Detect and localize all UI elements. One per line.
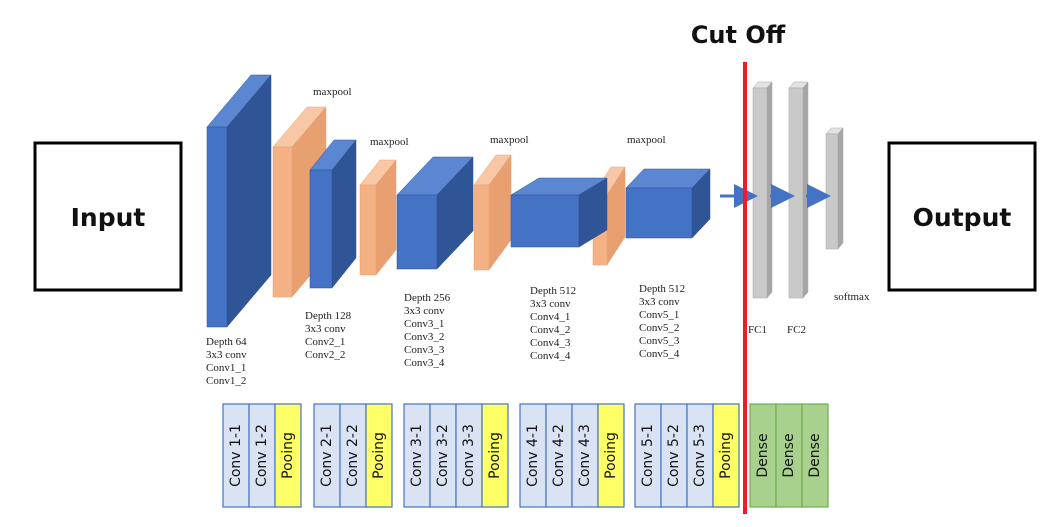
legend-conv-cell: Conv 2-2 xyxy=(339,403,367,508)
svg-text:Pooing: Pooing xyxy=(280,432,296,479)
layer-legend: Conv 1-1 Conv 1-2 Pooing Conv 2-1 Conv 2-2 Po… xyxy=(222,403,829,508)
maxpool-label: maxpool xyxy=(490,134,529,146)
svg-text:Conv 4-2: Conv 4-2 xyxy=(551,424,567,487)
output-label: Output xyxy=(913,203,1012,232)
output-box: Output xyxy=(887,141,1037,292)
legend-conv-cell: Conv 4-2 xyxy=(545,403,573,508)
legend-pool-cell: Pooing xyxy=(365,403,393,508)
svg-text:Conv 3-2: Conv 3-2 xyxy=(435,424,451,487)
legend-conv-cell: Conv 1-2 xyxy=(248,403,276,508)
svg-text:Conv 3-3: Conv 3-3 xyxy=(461,424,477,487)
legend-conv-cell: Conv 3-3 xyxy=(455,403,483,508)
svg-text:Conv 2-2: Conv 2-2 xyxy=(345,424,361,487)
legend-conv-cell: Conv 2-1 xyxy=(313,403,341,508)
svg-text:Conv 1-2: Conv 1-2 xyxy=(254,424,270,487)
legend-dense-cell: Dense xyxy=(801,403,829,508)
legend-conv-cell: Conv 5-1 xyxy=(634,403,662,508)
svg-text:Dense: Dense xyxy=(807,433,823,477)
svg-text:Dense: Dense xyxy=(781,433,797,477)
legend-conv-cell: Conv 3-2 xyxy=(429,403,457,508)
legend-conv-cell: Conv 4-3 xyxy=(571,403,599,508)
legend-conv-cell: Conv 5-2 xyxy=(660,403,688,508)
input-box: Input xyxy=(33,141,183,292)
softmax-label: softmax xyxy=(834,291,870,303)
block-depth-label: Depth 512 3x3 conv Conv4_1 Conv4_2 Conv4_3 Co… xyxy=(530,285,576,362)
legend-dense-cell: Dense xyxy=(749,403,777,508)
svg-text:Conv 2-1: Conv 2-1 xyxy=(319,424,335,487)
legend-conv-cell: Conv 5-3 xyxy=(686,403,714,508)
maxpool-label: maxpool xyxy=(627,134,666,146)
conv-block xyxy=(396,156,474,270)
layer-labels: maxpool maxpool maxpool maxpool Depth 64 3x3 … xyxy=(206,86,870,387)
legend-pool-cell: Pooing xyxy=(597,403,625,508)
legend-pool-cell: Pooing xyxy=(274,403,302,508)
conv-block xyxy=(510,177,608,248)
maxpool-label: maxpool xyxy=(370,136,409,148)
legend-pool-cell: Pooing xyxy=(481,403,509,508)
svg-text:Pooing: Pooing xyxy=(718,432,734,479)
fc-label: FC2 xyxy=(787,324,806,336)
block-depth-label: Depth 256 3x3 conv Conv3_1 Conv3_2 Conv3_3 Co… xyxy=(404,292,451,369)
svg-text:Conv 4-1: Conv 4-1 xyxy=(525,424,541,487)
block-depth-label: Depth 128 3x3 conv Conv2_1 Conv2_2 xyxy=(305,310,352,361)
conv-block xyxy=(309,139,357,289)
input-label: Input xyxy=(71,203,146,232)
svg-text:Dense: Dense xyxy=(755,433,771,477)
svg-text:Conv 5-3: Conv 5-3 xyxy=(692,424,708,487)
legend-conv-cell: Conv 4-1 xyxy=(519,403,547,508)
maxpool-layer xyxy=(359,159,397,276)
fc-label: FC1 xyxy=(748,324,767,336)
svg-text:Conv 5-1: Conv 5-1 xyxy=(640,424,656,487)
svg-text:Conv 4-3: Conv 4-3 xyxy=(577,424,593,487)
maxpool-label: maxpool xyxy=(313,86,352,98)
fc1-layer xyxy=(752,81,773,299)
softmax-layer xyxy=(825,127,844,250)
legend-conv-cell: Conv 1-1 xyxy=(222,403,250,508)
block-depth-label: Depth 64 3x3 conv Conv1_1 Conv1_2 xyxy=(206,336,247,387)
conv-block xyxy=(206,74,272,328)
svg-text:Pooing: Pooing xyxy=(487,432,503,479)
fc2-layer xyxy=(788,81,809,299)
maxpool-layer xyxy=(473,154,512,271)
svg-text:Pooing: Pooing xyxy=(603,432,619,479)
conv-block xyxy=(625,168,711,239)
legend-pool-cell: Pooing xyxy=(712,403,740,508)
network-layers xyxy=(206,74,844,328)
block-depth-label: Depth 512 3x3 conv Conv5_1 Conv5_2 Conv5_3 Co… xyxy=(639,283,685,360)
svg-text:Pooing: Pooing xyxy=(371,432,387,479)
cutoff-label: Cut Off xyxy=(691,21,786,49)
svg-text:Conv 3-1: Conv 3-1 xyxy=(409,424,425,487)
legend-conv-cell: Conv 3-1 xyxy=(403,403,431,508)
svg-text:Conv 5-2: Conv 5-2 xyxy=(666,424,682,487)
legend-dense-cell: Dense xyxy=(775,403,803,508)
svg-text:Conv 1-1: Conv 1-1 xyxy=(228,424,244,487)
